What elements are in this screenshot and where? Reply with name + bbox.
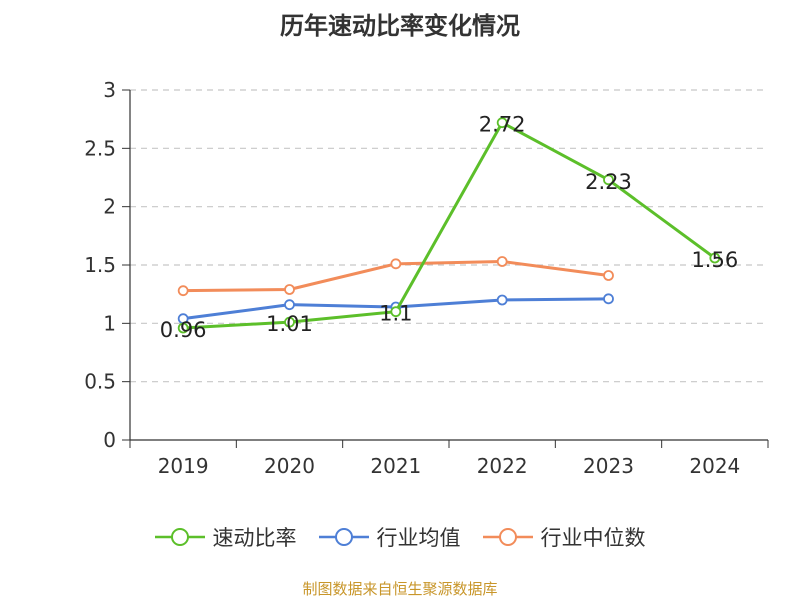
data-label: 2.72 xyxy=(479,113,526,137)
legend-item-quick-ratio[interactable]: 速动比率 xyxy=(154,522,297,552)
data-point xyxy=(284,316,295,328)
data-point xyxy=(390,306,402,318)
y-tick-label: 1.5 xyxy=(84,253,116,277)
legend-swatch-industry-median xyxy=(482,528,533,546)
y-tick-label: 0.5 xyxy=(84,370,116,394)
data-point xyxy=(603,174,614,186)
legend-label: 速动比率 xyxy=(212,526,297,550)
legend-label: 行业均值 xyxy=(376,526,461,550)
y-tick-label: 2.5 xyxy=(84,136,116,160)
x-tick-label: 2020 xyxy=(264,454,315,478)
x-tick-label: 2023 xyxy=(583,454,634,478)
x-tick-label: 2024 xyxy=(689,454,740,478)
data-point xyxy=(390,258,402,270)
data-label: 1.01 xyxy=(266,312,313,336)
y-tick-label: 3 xyxy=(103,78,116,102)
legend-item-industry-median[interactable]: 行业中位数 xyxy=(482,522,646,552)
x-tick-label: 2021 xyxy=(370,454,421,478)
data-label: 0.96 xyxy=(160,318,207,342)
data-label: 1.1 xyxy=(379,302,412,326)
legend-swatch-industry-mean xyxy=(318,528,369,546)
data-point xyxy=(709,252,721,264)
x-tick-label: 2019 xyxy=(158,454,209,478)
data-label: 1.56 xyxy=(691,248,738,272)
data-point xyxy=(496,117,508,129)
legend-item-industry-mean[interactable]: 行业均值 xyxy=(318,522,461,552)
data-point xyxy=(603,293,614,305)
chart-title: 历年速动比率变化情况 xyxy=(280,12,520,40)
legend: 速动比率 行业均值 行业中位数 xyxy=(0,522,800,552)
data-point xyxy=(284,284,295,295)
y-tick-label: 2 xyxy=(103,195,116,219)
data-point xyxy=(603,270,614,281)
data-point xyxy=(177,285,189,297)
data-point xyxy=(284,299,295,311)
data-point xyxy=(177,322,189,334)
data-point xyxy=(496,256,508,267)
x-tick-label: 2022 xyxy=(477,454,528,478)
data-point xyxy=(496,294,508,306)
source-note: 制图数据来自恒生聚源数据库 xyxy=(302,580,498,598)
y-tick-label: 1 xyxy=(103,311,116,335)
series-line xyxy=(183,121,716,330)
y-tick-label: 0 xyxy=(103,428,116,452)
legend-label: 行业中位数 xyxy=(540,526,646,550)
legend-swatch-quick-ratio xyxy=(154,528,205,546)
data-label: 2.23 xyxy=(585,170,632,194)
